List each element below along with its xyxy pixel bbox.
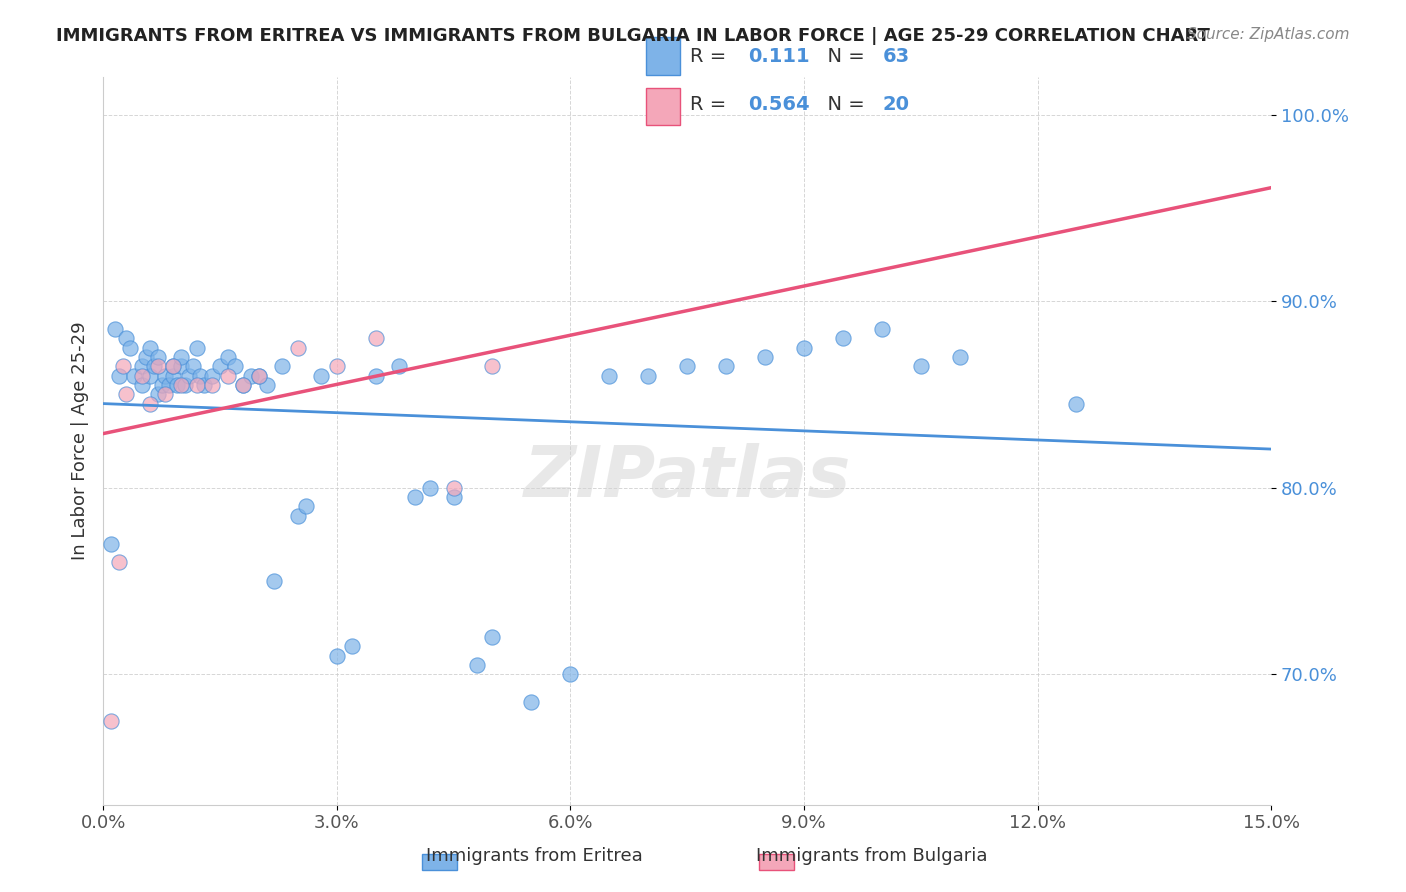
Point: [170, 350, 193, 364]
Y-axis label: In Labor Force | Age 25-29: In Labor Force | Age 25-29: [72, 322, 89, 560]
Text: 63: 63: [883, 47, 910, 66]
Point: [247, 368, 270, 383]
Text: N =: N =: [815, 47, 872, 66]
Point: [240, 368, 263, 383]
FancyBboxPatch shape: [647, 87, 681, 125]
Point: [100, 714, 122, 728]
Point: [166, 378, 188, 392]
Point: [104, 322, 127, 336]
Point: [162, 359, 184, 374]
Text: Source: ZipAtlas.com: Source: ZipAtlas.com: [1187, 27, 1350, 42]
Point: [388, 359, 411, 374]
Point: [181, 359, 204, 374]
Point: [325, 648, 347, 663]
Point: [150, 378, 173, 392]
Point: [155, 368, 177, 383]
Point: [186, 378, 208, 392]
Point: [162, 359, 184, 374]
Text: 0.111: 0.111: [748, 47, 810, 66]
Point: [287, 508, 309, 523]
Point: [131, 378, 153, 392]
Point: [146, 387, 169, 401]
Text: 20: 20: [883, 95, 910, 114]
Point: [481, 359, 503, 374]
Point: [208, 359, 231, 374]
Point: [120, 341, 142, 355]
Point: [111, 359, 134, 374]
Point: [465, 657, 488, 672]
Point: [870, 322, 893, 336]
Text: R =: R =: [690, 47, 733, 66]
Point: [217, 350, 239, 364]
Point: [287, 341, 309, 355]
Point: [135, 350, 157, 364]
Point: [170, 359, 193, 374]
Point: [443, 490, 465, 504]
Point: [142, 359, 165, 374]
Point: [139, 368, 162, 383]
Point: [404, 490, 426, 504]
Point: [162, 368, 184, 383]
Point: [560, 667, 582, 681]
Point: [949, 350, 972, 364]
Point: [190, 368, 212, 383]
Point: [676, 359, 699, 374]
Point: [714, 359, 737, 374]
Point: [637, 368, 659, 383]
Text: ZIPatlas: ZIPatlas: [523, 443, 851, 512]
Text: IMMIGRANTS FROM ERITREA VS IMMIGRANTS FROM BULGARIA IN LABOR FORCE | AGE 25-29 C: IMMIGRANTS FROM ERITREA VS IMMIGRANTS FR…: [56, 27, 1211, 45]
Point: [247, 368, 270, 383]
Point: [232, 378, 254, 392]
Point: [1066, 397, 1088, 411]
Point: [598, 368, 620, 383]
Point: [754, 350, 776, 364]
Point: [271, 359, 294, 374]
Point: [481, 630, 503, 644]
Point: [294, 500, 316, 514]
Point: [193, 378, 215, 392]
Text: R =: R =: [690, 95, 733, 114]
Point: [217, 368, 239, 383]
Point: [419, 481, 441, 495]
Point: [364, 331, 387, 345]
Point: [131, 359, 153, 374]
Point: [115, 331, 138, 345]
Point: [139, 397, 162, 411]
Point: [100, 536, 122, 550]
Point: [146, 350, 169, 364]
Point: [107, 555, 129, 569]
Point: [157, 378, 180, 392]
Point: [263, 574, 285, 588]
Point: [831, 331, 853, 345]
Point: [139, 341, 162, 355]
Text: Immigrants from Eritrea: Immigrants from Eritrea: [426, 847, 643, 865]
Point: [232, 378, 254, 392]
Point: [186, 341, 208, 355]
Point: [364, 368, 387, 383]
Point: [443, 481, 465, 495]
Point: [173, 378, 195, 392]
Point: [309, 368, 332, 383]
Point: [342, 639, 364, 653]
Text: N =: N =: [815, 95, 872, 114]
Point: [520, 695, 543, 709]
Point: [107, 368, 129, 383]
Point: [910, 359, 932, 374]
Point: [155, 387, 177, 401]
Point: [124, 368, 146, 383]
Point: [224, 359, 246, 374]
FancyBboxPatch shape: [647, 37, 681, 75]
Point: [131, 368, 153, 383]
Point: [177, 368, 200, 383]
Point: [325, 359, 347, 374]
Point: [146, 359, 169, 374]
Text: 0.564: 0.564: [748, 95, 810, 114]
Point: [115, 387, 138, 401]
Point: [793, 341, 815, 355]
Point: [201, 378, 224, 392]
Point: [256, 378, 278, 392]
Point: [201, 368, 224, 383]
Point: [170, 378, 193, 392]
Text: Immigrants from Bulgaria: Immigrants from Bulgaria: [756, 847, 987, 865]
